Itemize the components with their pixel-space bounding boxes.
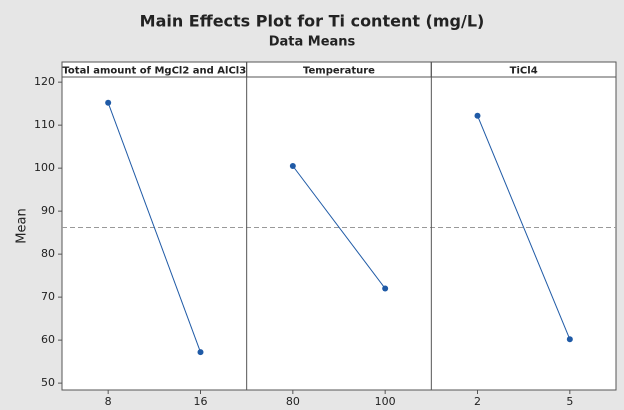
y-tick-label: 110	[34, 118, 55, 131]
y-tick-label: 120	[34, 75, 55, 88]
data-point	[382, 285, 389, 292]
data-point	[474, 112, 481, 119]
panel-title: Total amount of MgCl2 and AlCl3	[62, 66, 246, 77]
panel-title: Temperature	[303, 66, 375, 77]
y-axis-label: Mean	[15, 208, 30, 243]
chart-title: Main Effects Plot for Ti content (mg/L)	[140, 12, 485, 31]
y-tick-label: 90	[41, 204, 55, 217]
x-tick-label: 16	[194, 395, 208, 408]
y-tick-label: 50	[41, 376, 55, 389]
data-point	[197, 349, 204, 356]
x-tick-label: 2	[474, 395, 481, 408]
x-tick-label: 5	[566, 395, 573, 408]
y-tick-label: 70	[41, 290, 55, 303]
effect-line	[292, 165, 386, 289]
data-point	[105, 99, 112, 106]
effect-line	[477, 115, 571, 340]
y-tick-label: 60	[41, 333, 55, 346]
data-point	[566, 336, 573, 343]
x-tick-label: 8	[105, 395, 112, 408]
effect-line	[107, 102, 201, 353]
x-tick-label: 100	[375, 395, 396, 408]
data-point	[289, 162, 296, 169]
panel-title: TiCl4	[510, 66, 538, 77]
y-tick-label: 80	[41, 247, 55, 260]
plot-area	[61, 61, 617, 391]
chart-subtitle: Data Means	[269, 35, 356, 50]
x-tick-label: 80	[286, 395, 300, 408]
y-tick-label: 100	[34, 161, 55, 174]
